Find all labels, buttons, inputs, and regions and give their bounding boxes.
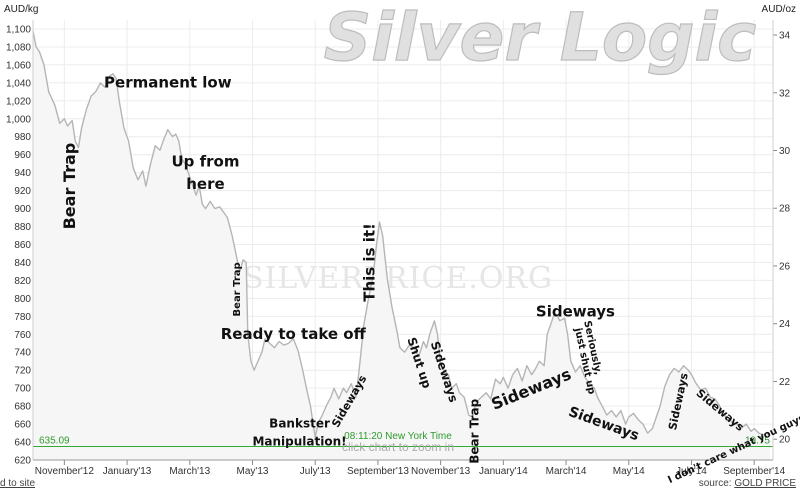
right-tick-label: 30 — [779, 146, 791, 157]
watermark: SILVERPRICE.ORG — [243, 261, 553, 296]
y-tick-label: 680 — [14, 402, 31, 413]
y-tick-label: 1,060 — [6, 60, 31, 71]
annotation-label: Bear Trap — [232, 262, 243, 316]
x-tick-label: July'14 — [676, 466, 707, 477]
y-tick-label: 800 — [14, 294, 31, 305]
right-tick-label: 32 — [779, 88, 791, 99]
series-line — [32, 30, 771, 439]
reference-line-layer: 635.09 19.75 — [33, 435, 773, 447]
y-tick-label: 1,080 — [6, 42, 31, 53]
y-tick-label: 840 — [14, 258, 31, 269]
reference-left-label: 635.09 — [39, 435, 70, 446]
x-tick-label: July'13 — [300, 466, 331, 477]
right-tick-label: 20 — [779, 435, 791, 446]
y-tick-label: 980 — [14, 132, 31, 143]
y-tick-label: 960 — [14, 150, 31, 161]
x-tick-label: November'12 — [35, 466, 95, 477]
y-tick-label: 1,040 — [6, 78, 31, 89]
y-tick-label: 860 — [14, 240, 31, 251]
right-tick-label: 22 — [779, 377, 791, 388]
x-tick-label: September'14 — [723, 466, 785, 477]
zoom-hint[interactable]: click chart to zoom in — [342, 440, 454, 454]
right-tick-label: 34 — [779, 31, 791, 42]
annotation-label: Sideways — [536, 302, 615, 320]
right-tick-label: 26 — [779, 261, 791, 272]
source-prefix: source: — [699, 478, 735, 489]
annotation-label: This is it! — [361, 223, 379, 302]
x-tick-label: May'13 — [237, 466, 269, 477]
y-tick-label: 700 — [14, 384, 31, 395]
series-area — [33, 30, 770, 461]
annotation-label: Up from — [171, 152, 239, 170]
center-time-label: 08:11:20 New York Time — [344, 431, 452, 442]
annotation-label: here — [186, 175, 224, 193]
y-tick-label: 640 — [14, 438, 31, 449]
x-tick-label: November'13 — [411, 466, 471, 477]
y-tick-label: 940 — [14, 168, 31, 179]
y-tick-label: 740 — [14, 348, 31, 359]
right-tick-label: 28 — [779, 204, 791, 215]
y-tick-label: 900 — [14, 204, 31, 215]
right-tick-label: 24 — [779, 319, 791, 330]
left-axis-title: AUD/kg — [4, 4, 38, 15]
y-tick-label: 760 — [14, 330, 31, 341]
y-tick-label: 880 — [14, 222, 31, 233]
axes-layer: 620 640 660 680 700 720 740 760 780 800 820 840 860 8… — [6, 20, 791, 477]
x-tick-label: January'14 — [479, 466, 528, 477]
x-tick-label: May'14 — [613, 466, 645, 477]
annotation-label: Permanent low — [104, 73, 232, 91]
annotation-label: Bear Trap — [60, 143, 79, 230]
source-link[interactable]: GOLD PRICE — [734, 478, 796, 489]
y-tick-label: 720 — [14, 366, 31, 377]
source-credit: source: GOLD PRICE — [699, 478, 797, 489]
series-layer — [32, 30, 771, 461]
annotation-label: Bear Trap — [468, 398, 482, 463]
annotation-label: Bankster — [269, 417, 330, 431]
x-tick-label: March'14 — [546, 466, 587, 477]
annotation-label: Manipulation! — [252, 435, 346, 449]
chart-title: Silver Logic — [324, 0, 756, 76]
annotation-label: Ready to take off — [221, 325, 367, 343]
y-tick-label: 1,020 — [6, 96, 31, 107]
back-to-site-link[interactable]: d to site — [0, 478, 35, 489]
y-tick-label: 620 — [14, 456, 31, 467]
right-axis-title: AUD/oz — [762, 4, 796, 15]
y-tick-label: 820 — [14, 276, 31, 287]
y-tick-label: 660 — [14, 420, 31, 431]
y-tick-label: 780 — [14, 312, 31, 323]
reference-right-label: 19.75 — [745, 435, 770, 446]
x-tick-label: January'13 — [103, 466, 152, 477]
x-tick-label: March'13 — [169, 466, 210, 477]
y-tick-label: 1,000 — [6, 114, 31, 125]
x-tick-label: September'13 — [347, 466, 409, 477]
y-tick-label: 920 — [14, 186, 31, 197]
y-tick-label: 1,100 — [6, 24, 31, 35]
